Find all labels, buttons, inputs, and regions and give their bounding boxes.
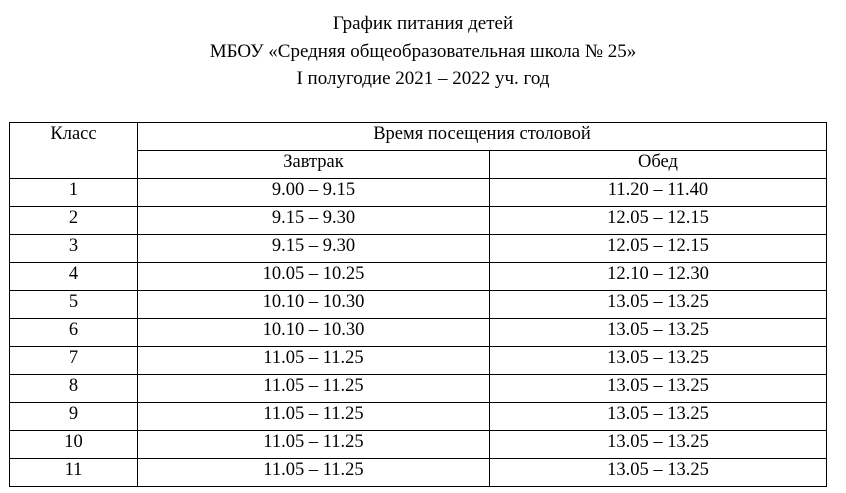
table-cell: 11.05 – 11.25 (137, 374, 490, 403)
table-cell: 12.10 – 12.30 (489, 262, 827, 291)
table-row: 6 10.10 – 10.30 13.05 – 13.25 (9, 318, 827, 347)
table-cell: 9 (9, 402, 138, 431)
column-header: Обед (489, 150, 827, 179)
header-row: Завтрак Обед (10, 150, 827, 179)
table-row: 10 11.05 – 11.25 13.05 – 13.25 (9, 430, 827, 459)
title-line: График питания детей (332, 13, 514, 34)
table-cell: 4 (9, 262, 138, 291)
table-cell: 11.05 – 11.25 (137, 430, 490, 459)
table-cell: 11.05 – 11.25 (137, 458, 490, 487)
table-cell: 6 (9, 318, 138, 347)
table-cell: 9.15 – 9.30 (137, 234, 490, 263)
table-cell: 10 (9, 430, 138, 459)
table-cell: 10.05 – 10.25 (137, 262, 490, 291)
table-cell: 11.20 – 11.40 (489, 178, 827, 207)
table-row: 11 11.05 – 11.25 13.05 – 13.25 (9, 458, 827, 487)
table-cell: 13.05 – 13.25 (489, 290, 827, 319)
table-cell: 13.05 – 13.25 (489, 374, 827, 403)
table-cell: 12.05 – 12.15 (489, 234, 827, 263)
title-line: МБОУ «Средняя общеобразовательная школа … (209, 40, 637, 62)
column-header: Завтрак (137, 150, 490, 179)
table-cell: 11.05 – 11.25 (137, 346, 490, 375)
table-row: 2 9.15 – 9.30 12.05 – 12.15 (9, 206, 827, 235)
table-cell: 10.10 – 10.30 (137, 318, 490, 347)
table-cell: 13.05 – 13.25 (489, 318, 827, 347)
table-cell: 9.15 – 9.30 (137, 206, 490, 235)
table-row: 9 11.05 – 11.25 13.05 – 13.25 (9, 402, 827, 431)
table-cell: 13.05 – 13.25 (489, 458, 827, 487)
column-header: Время посещения столовой (137, 122, 827, 151)
header: График питания детей МБОУ «Средняя общео… (0, 10, 846, 93)
schedule-table: Класс Время посещения столовой Завтрак О… (9, 122, 827, 487)
table-cell: 11.05 – 11.25 (137, 402, 490, 431)
table-cell: 9.00 – 9.15 (137, 178, 490, 207)
table-cell: 2 (9, 206, 138, 235)
table-cell: 13.05 – 13.25 (489, 430, 827, 459)
table-cell: 13.05 – 13.25 (489, 402, 827, 431)
table-cell: 5 (9, 290, 138, 319)
table-cell: 10.10 – 10.30 (137, 290, 490, 319)
table-row: 4 10.05 – 10.25 12.10 – 12.30 (9, 262, 827, 291)
table-cell: 12.05 – 12.15 (489, 206, 827, 235)
title-line: I полугодие 2021 – 2022 уч. год (296, 68, 550, 89)
table-cell: 13.05 – 13.25 (489, 346, 827, 375)
table-cell: 7 (9, 346, 138, 375)
table-row: 3 9.15 – 9.30 12.05 – 12.15 (9, 234, 827, 263)
table-cell: 8 (9, 374, 138, 403)
table-row: 5 10.10 – 10.30 13.05 – 13.25 (9, 290, 827, 319)
column-header: Класс (9, 122, 138, 179)
table-row: 1 9.00 – 9.15 11.20 – 11.40 (9, 178, 827, 207)
table-cell: 1 (9, 178, 138, 207)
table-cell: 3 (9, 234, 138, 263)
header-row: Класс Время посещения столовой (9, 122, 827, 179)
table-row: 8 11.05 – 11.25 13.05 – 13.25 (9, 374, 827, 403)
table-row: 7 11.05 – 11.25 13.05 – 13.25 (9, 346, 827, 375)
table-cell: 11 (9, 458, 138, 487)
